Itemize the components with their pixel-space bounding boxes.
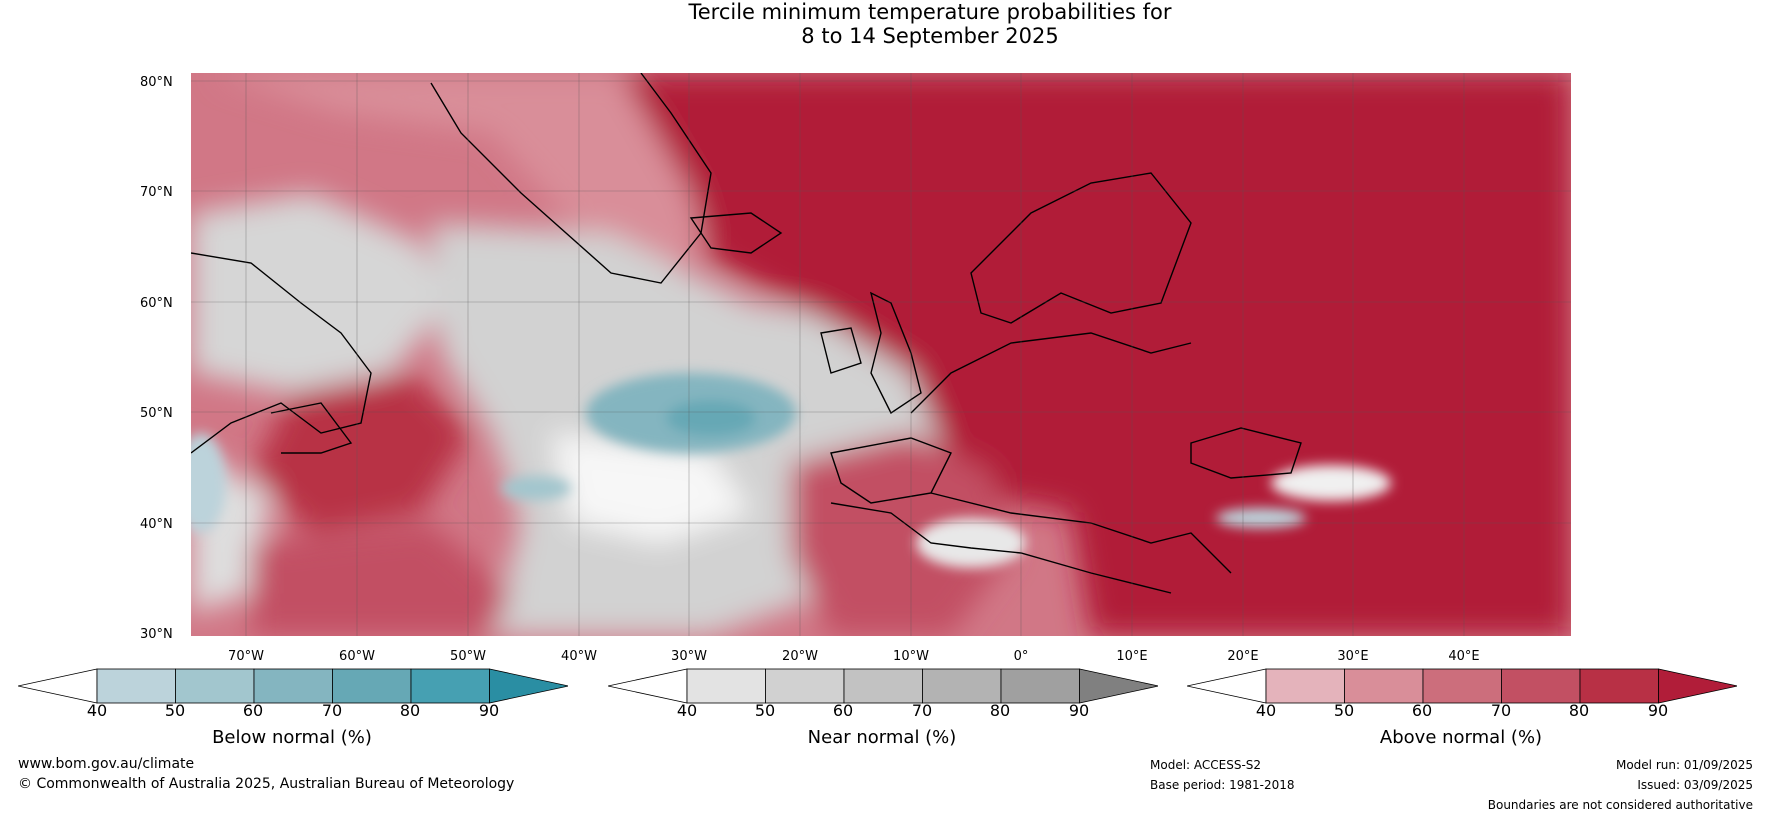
colorbar-below-normal: [18, 668, 568, 704]
lat-label-30n: 30°N: [140, 627, 173, 642]
region-below-west: [501, 476, 571, 500]
colorbar-segment: [1501, 668, 1581, 704]
near-tick-70: 70: [911, 701, 933, 720]
colorbar-segment: [1422, 668, 1502, 704]
mediterranean-coast: [930, 492, 1232, 574]
lon-label-20e: 20°E: [1227, 649, 1259, 664]
below-tick-40: 40: [86, 701, 108, 720]
lon-label-70w: 70°W: [228, 649, 264, 664]
coastlines: [191, 73, 1302, 594]
colorbar-segment: [253, 668, 333, 704]
below-tick-90: 90: [478, 701, 500, 720]
map-title: Tercile minimum temperature probabilitie…: [0, 0, 1770, 48]
colorbar-segment: [410, 668, 490, 704]
region-above-southwest: [251, 523, 511, 636]
near-tick-50: 50: [754, 701, 776, 720]
colorbar-segment: [1579, 668, 1659, 704]
below-tick-50: 50: [164, 701, 186, 720]
region-near-sahara: [916, 518, 1026, 568]
ireland-coast: [820, 327, 862, 374]
colorbar-extend-high: [489, 668, 568, 704]
lon-label-30e: 30°E: [1337, 649, 1369, 664]
scandinavia-coast: [970, 172, 1192, 324]
lon-label-40e: 40°E: [1448, 649, 1480, 664]
near-tick-40: 40: [676, 701, 698, 720]
graticule: [191, 73, 1571, 636]
lon-label-40w: 40°W: [561, 649, 597, 664]
footer-model-run: Model run: 01/09/2025: [1615, 758, 1753, 772]
colorbar-above-normal: [1187, 668, 1737, 704]
near-tick-80: 80: [989, 701, 1011, 720]
region-near-anatolia: [1271, 465, 1391, 501]
region-above-light: [211, 73, 751, 273]
footer-base-period: Base period: 1981-2018: [1150, 778, 1295, 792]
colorbar-extend-high: [1079, 668, 1158, 704]
colorbar-segment: [843, 668, 923, 704]
above-tick-70: 70: [1490, 701, 1512, 720]
near-tick-60: 60: [832, 701, 854, 720]
britain-coast: [869, 291, 922, 415]
below-tick-60: 60: [242, 701, 264, 720]
region-below-caspian: [1216, 508, 1306, 528]
forecast-map: [191, 73, 1571, 636]
colorbar-segment: [175, 668, 255, 704]
footer-copyright: © Commonwealth of Australia 2025, Austra…: [18, 776, 515, 792]
labrador-coast: [191, 252, 372, 454]
above-tick-90: 90: [1647, 701, 1669, 720]
region-above-iberia: [791, 433, 1011, 636]
lon-label-0: 0°: [1013, 649, 1029, 664]
iceland-coast: [689, 212, 783, 254]
title-line-2: 8 to 14 September 2025: [801, 24, 1059, 48]
colorbar-extend-high: [1658, 668, 1737, 704]
lon-label-50w: 50°W: [450, 649, 486, 664]
above-tick-80: 80: [1568, 701, 1590, 720]
greenland-coast: [430, 73, 712, 284]
footer-issued: Issued: 03/09/2025: [1637, 778, 1753, 792]
below-tick-80: 80: [399, 701, 421, 720]
lon-label-10e: 10°E: [1116, 649, 1148, 664]
above-tick-50: 50: [1333, 701, 1355, 720]
footer-disclaimer: Boundaries are not considered authoritat…: [1487, 798, 1753, 812]
europe-coast: [910, 332, 1192, 414]
region-above-maritimes: [251, 373, 471, 533]
colorbar-segment: [332, 668, 412, 704]
colorbar-segment: [1265, 668, 1345, 704]
above-tick-60: 60: [1411, 701, 1433, 720]
lon-label-60w: 60°W: [339, 649, 375, 664]
below-tick-70: 70: [321, 701, 343, 720]
colorbar-label-below: Below normal (%): [212, 727, 372, 748]
above-tick-40: 40: [1255, 701, 1277, 720]
region-near-labrador: [191, 193, 451, 393]
lat-label-50n: 50°N: [140, 406, 173, 421]
footer-website: www.bom.gov.au/climate: [18, 756, 195, 772]
title-line-1: Tercile minimum temperature probabilitie…: [688, 0, 1172, 24]
lat-label-60n: 60°N: [140, 296, 173, 311]
region-below-core: [666, 400, 756, 436]
lon-label-20w: 20°W: [782, 649, 818, 664]
black-sea-coast: [1190, 427, 1302, 479]
colorbar-segment: [1344, 668, 1424, 704]
colorbar-segment: [765, 668, 845, 704]
colorbar-segment: [96, 668, 176, 704]
lat-label-80n: 80°N: [140, 75, 173, 90]
footer-model: Model: ACCESS-S2: [1150, 758, 1262, 772]
near-tick-90: 90: [1068, 701, 1090, 720]
region-below-labrador: [191, 433, 226, 533]
colorbar-segment: [686, 668, 766, 704]
nova-scotia-coast: [270, 402, 353, 454]
colorbar-segment: [1000, 668, 1080, 704]
lon-label-30w: 30°W: [671, 649, 707, 664]
colorbar-label-near: Near normal (%): [807, 727, 957, 748]
colorbar-segment: [922, 668, 1002, 704]
colorbar-extend-low: [1187, 668, 1267, 704]
colorbar-near-normal: [608, 668, 1158, 704]
africa-coast: [830, 502, 1172, 594]
colorbar-label-above: Above normal (%): [1379, 727, 1543, 748]
colorbar-extend-low: [18, 668, 98, 704]
colorbar-extend-low: [608, 668, 688, 704]
lat-label-40n: 40°N: [140, 517, 173, 532]
region-neutral-white: [551, 433, 751, 543]
lon-label-10w: 10°W: [893, 649, 929, 664]
lat-label-70n: 70°N: [140, 185, 173, 200]
